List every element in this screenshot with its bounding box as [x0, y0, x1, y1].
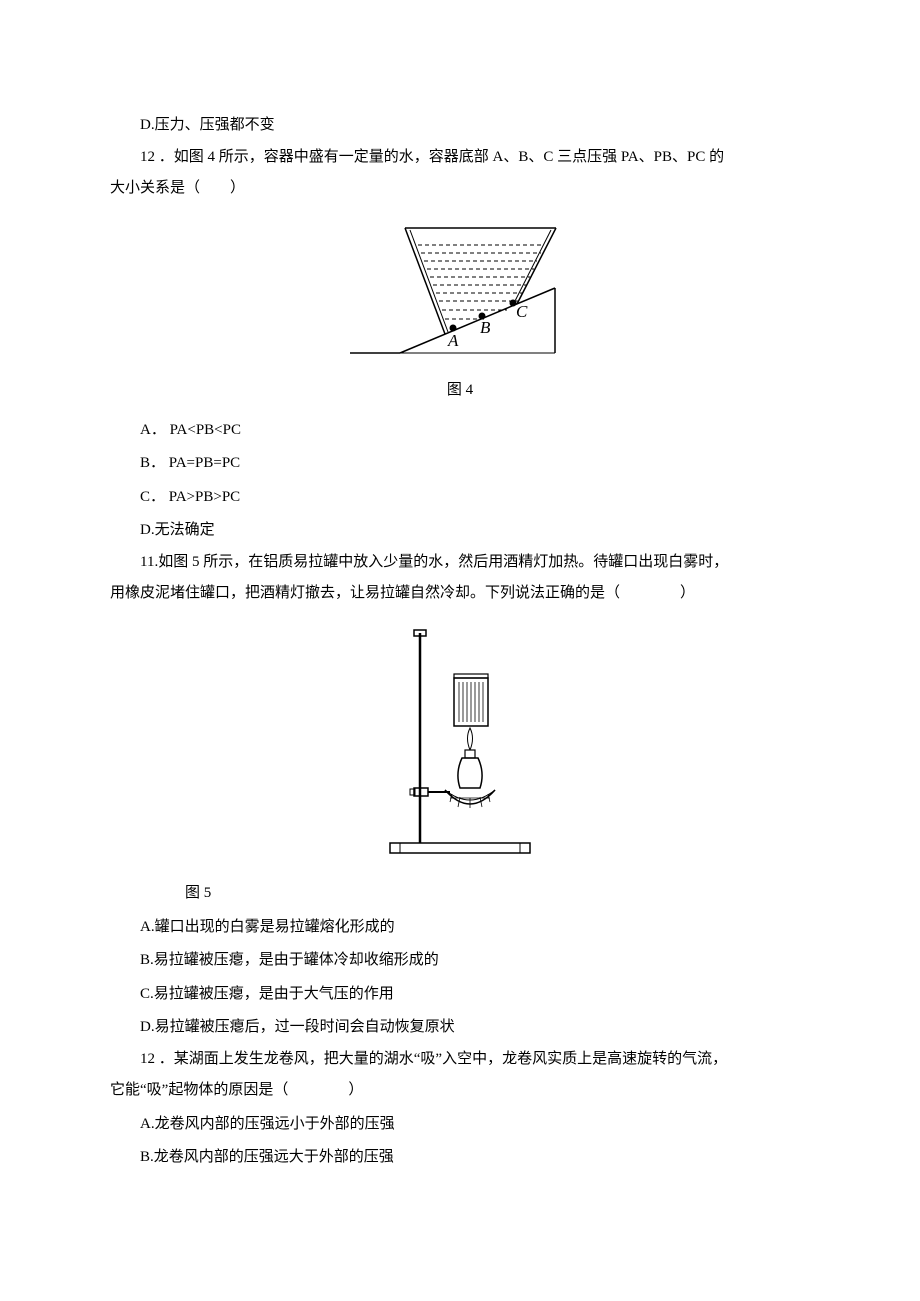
figure-4-svg: A B C [340, 213, 580, 363]
svg-text:A: A [447, 331, 459, 350]
q12b-option-b: B.龙卷风内部的压强远大于外部的压强 [110, 1142, 810, 1174]
figure-5-svg [370, 618, 550, 858]
q11-stem-line2: 用橡皮泥堵住罐口，把酒精灯撤去，让易拉罐自然冷却。下列说法正确的是（ ） [110, 578, 810, 610]
q12b-stem-line2: 它能“吸”起物体的原因是（ ） [110, 1075, 810, 1107]
q11-option-d: D.易拉罐被压瘪后，过一段时间会自动恢复原状 [110, 1012, 810, 1044]
q12a-option-c: C． PA>PB>PC [110, 482, 810, 514]
svg-text:C: C [516, 302, 528, 321]
q12a-stem-line1: 12 ．如图 4 所示，容器中盛有一定量的水，容器底部 A、B、C 三点压强 P… [110, 142, 810, 174]
q11-stem-line1: 11.如图 5 所示，在铝质易拉罐中放入少量的水，然后用酒精灯加热。待罐口出现白… [110, 547, 810, 579]
q12b-stem-line1: 12 ．某湖面上发生龙卷风，把大量的湖水“吸”入空中，龙卷风实质上是高速旋转的气… [110, 1044, 810, 1076]
q11-option-b: B.易拉罐被压瘪，是由于罐体冷却收缩形成的 [110, 945, 810, 977]
q11-option-c: C.易拉罐被压瘪，是由于大气压的作用 [110, 979, 810, 1011]
q12a-option-b: B． PA=PB=PC [110, 448, 810, 480]
q12a-option-d: D.无法确定 [110, 515, 810, 547]
q12b-option-a: A.龙卷风内部的压强远小于外部的压强 [110, 1109, 810, 1141]
q12a-option-a: A． PA<PB<PC [110, 415, 810, 447]
figure-5 [110, 618, 810, 871]
q11-option-a: A.罐口出现的白雾是易拉罐熔化形成的 [110, 912, 810, 944]
q12a-stem-line2: 大小关系是（ ） [110, 173, 810, 205]
q9-option-d: D.压力、压强都不变 [110, 110, 810, 142]
figure-4: A B C 图 4 [110, 213, 810, 407]
svg-text:B: B [480, 318, 491, 337]
figure-4-caption: 图 4 [110, 375, 810, 407]
figure-5-caption: 图 5 [110, 878, 810, 910]
